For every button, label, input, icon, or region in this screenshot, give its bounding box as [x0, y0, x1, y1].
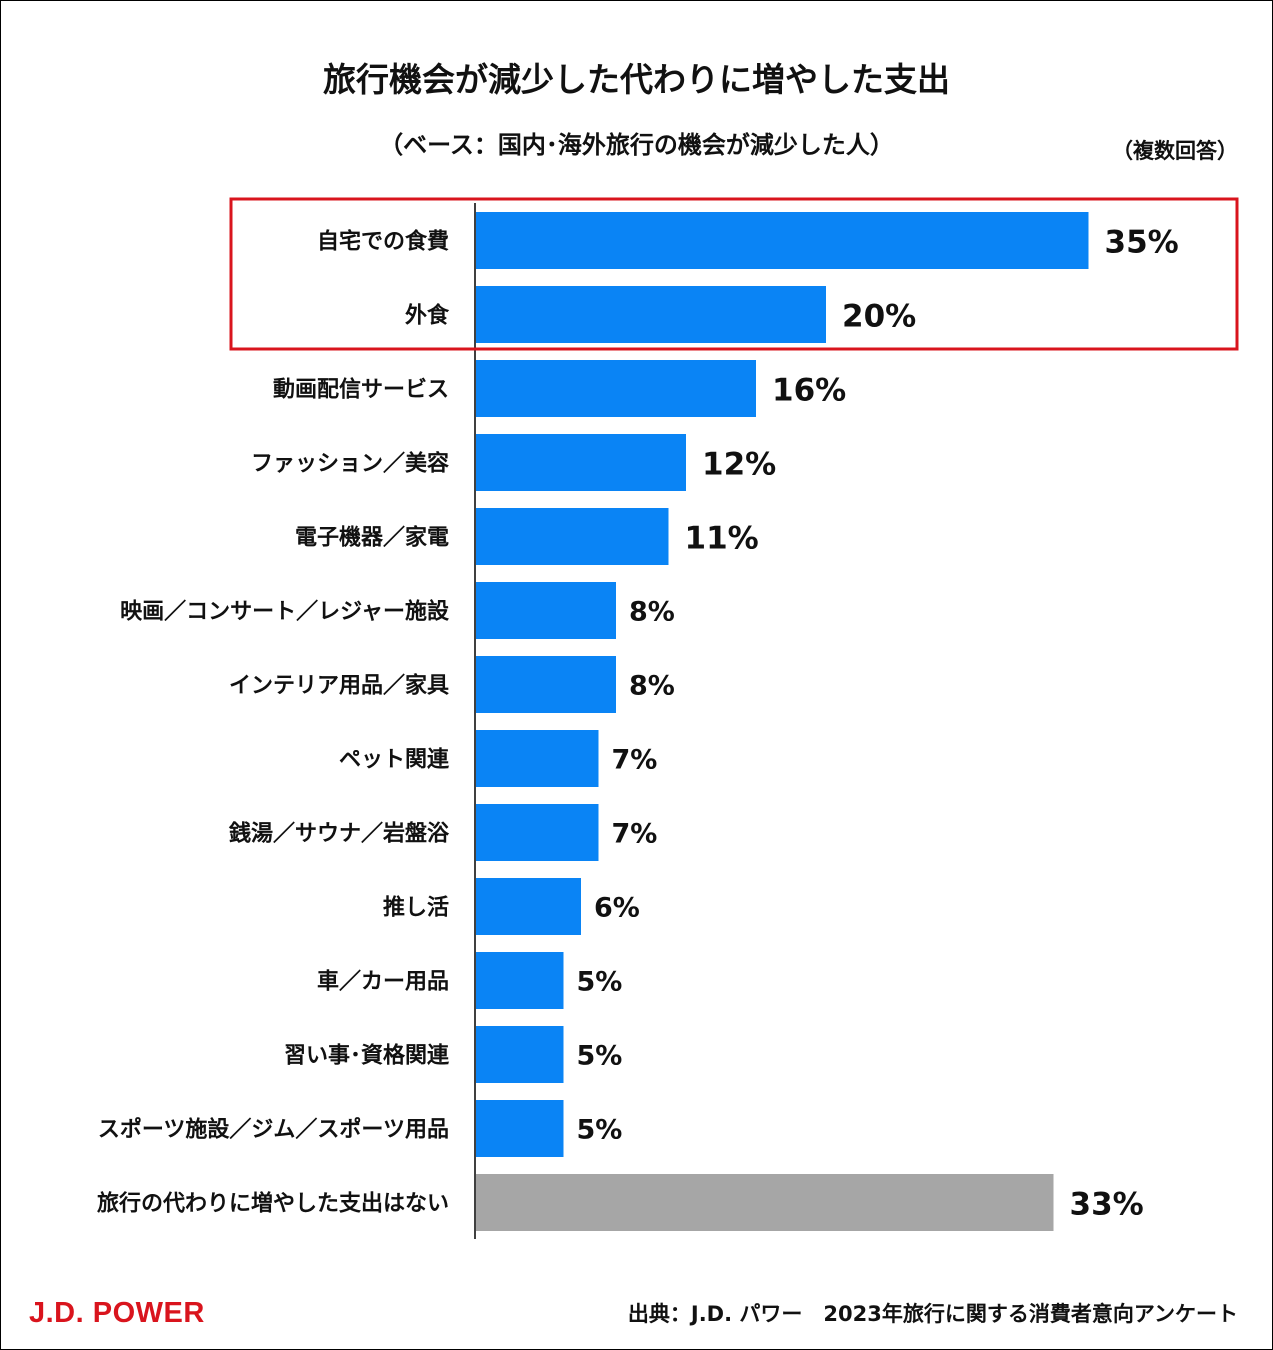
- bar-13: [476, 1174, 1054, 1231]
- bar-9: [476, 878, 581, 935]
- category-label-13: 旅行の代わりに増やした支出はない: [97, 1191, 449, 1217]
- value-label-8: 7%: [612, 819, 658, 850]
- bar-10: [476, 952, 564, 1009]
- source-citation: 出典：J.D. パワー 2023年旅行に関する消費者意向アンケート: [627, 1302, 1238, 1326]
- bar-7: [476, 730, 599, 787]
- category-label-4: 電子機器／家電: [295, 525, 449, 551]
- jd-power-logo: J.D. POWER: [29, 1297, 205, 1329]
- bar-0: [476, 212, 1089, 269]
- value-label-13: 33%: [1070, 1187, 1144, 1223]
- category-label-2: 動画配信サービス: [273, 377, 449, 403]
- highlight-box: [229, 197, 1239, 351]
- category-label-6: インテリア用品／家具: [229, 673, 449, 699]
- multiple-answer-note: （複数回答）: [1112, 139, 1238, 163]
- bar-12: [476, 1100, 564, 1157]
- value-label-0: 35%: [1105, 225, 1179, 261]
- bar-11: [476, 1026, 564, 1083]
- value-label-7: 7%: [612, 745, 658, 776]
- bar-2: [476, 360, 756, 417]
- value-label-9: 6%: [594, 893, 640, 924]
- value-label-11: 5%: [577, 1041, 623, 1072]
- bar-8: [476, 804, 599, 861]
- category-label-11: 習い事･資格関連: [284, 1043, 450, 1069]
- bar-4: [476, 508, 669, 565]
- value-label-12: 5%: [577, 1115, 623, 1146]
- bar-1: [476, 286, 826, 343]
- value-label-3: 12%: [702, 447, 776, 483]
- category-label-12: スポーツ施設／ジム／スポーツ用品: [98, 1117, 449, 1143]
- value-label-4: 11%: [685, 521, 759, 557]
- category-label-7: ペット関連: [339, 748, 450, 773]
- chart-subtitle: （ベース：国内･海外旅行の機会が減少した人）: [379, 131, 894, 159]
- bar-6: [476, 656, 616, 713]
- bar-5: [476, 582, 616, 639]
- category-label-9: 推し活: [383, 896, 449, 921]
- value-label-6: 8%: [629, 671, 675, 702]
- category-label-3: ファッション／美容: [251, 451, 449, 477]
- category-label-1: 外食: [405, 303, 450, 329]
- category-label-10: 車／カー用品: [317, 970, 449, 995]
- value-label-2: 16%: [772, 373, 846, 409]
- value-label-10: 5%: [577, 967, 623, 998]
- value-label-1: 20%: [842, 299, 916, 335]
- bar-3: [476, 434, 686, 491]
- category-label-5: 映画／コンサート／レジャー施設: [120, 599, 450, 625]
- category-label-0: 自宅での食費: [317, 229, 449, 255]
- value-label-5: 8%: [629, 597, 675, 628]
- chart-title: 旅行機会が減少した代わりに増やした支出: [323, 60, 950, 99]
- category-label-8: 銭湯／サウナ／岩盤浴: [228, 821, 450, 847]
